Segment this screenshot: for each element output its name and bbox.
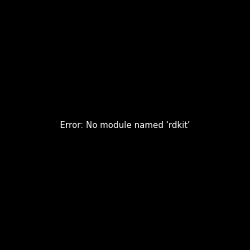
Text: Error: No module named 'rdkit': Error: No module named 'rdkit' [60, 120, 190, 130]
